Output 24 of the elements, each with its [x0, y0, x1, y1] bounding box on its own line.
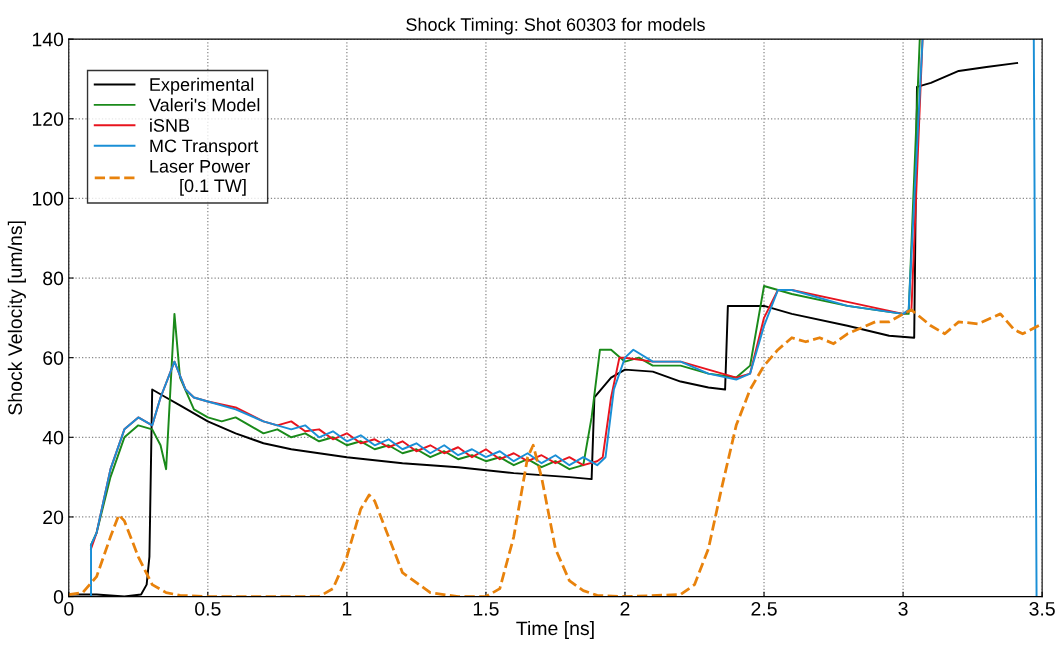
- y-tick-label: 60: [43, 351, 64, 365]
- x-tick-label: 0.5: [195, 601, 221, 616]
- y-axis-title: Shock Velocity [um/ns]: [7, 221, 26, 415]
- y-tick-label: 0: [53, 590, 64, 604]
- y-tick-label: 140: [32, 32, 64, 47]
- chart-title: Shock Timing: Shot 60303 for models: [406, 17, 705, 35]
- x-axis-title: Time [ns]: [516, 620, 594, 640]
- y-tick-label: 20: [43, 510, 64, 525]
- x-tick-label: 2.5: [751, 601, 777, 616]
- legend-label: iSNB: [150, 118, 190, 132]
- x-tick-label: 3.5: [1029, 601, 1055, 616]
- y-tick-label: 100: [32, 191, 64, 206]
- legend-label: Valeri's Model: [149, 98, 260, 112]
- x-tick-label: 1: [342, 602, 352, 616]
- x-tick-label: 1.5: [473, 602, 499, 616]
- x-tick-label: 3: [898, 601, 908, 616]
- y-tick-label: 80: [43, 271, 64, 286]
- legend-label: Experimental: [150, 77, 254, 95]
- x-tick-label: 0: [64, 601, 74, 616]
- y-tick-label: 40: [42, 430, 64, 445]
- y-tick-label: 120: [32, 112, 64, 126]
- legend-label: Laser Power [0.1 TW]: [150, 160, 250, 196]
- legend-label: MC Transport: [150, 139, 259, 156]
- x-tick-label: 2: [620, 601, 630, 616]
